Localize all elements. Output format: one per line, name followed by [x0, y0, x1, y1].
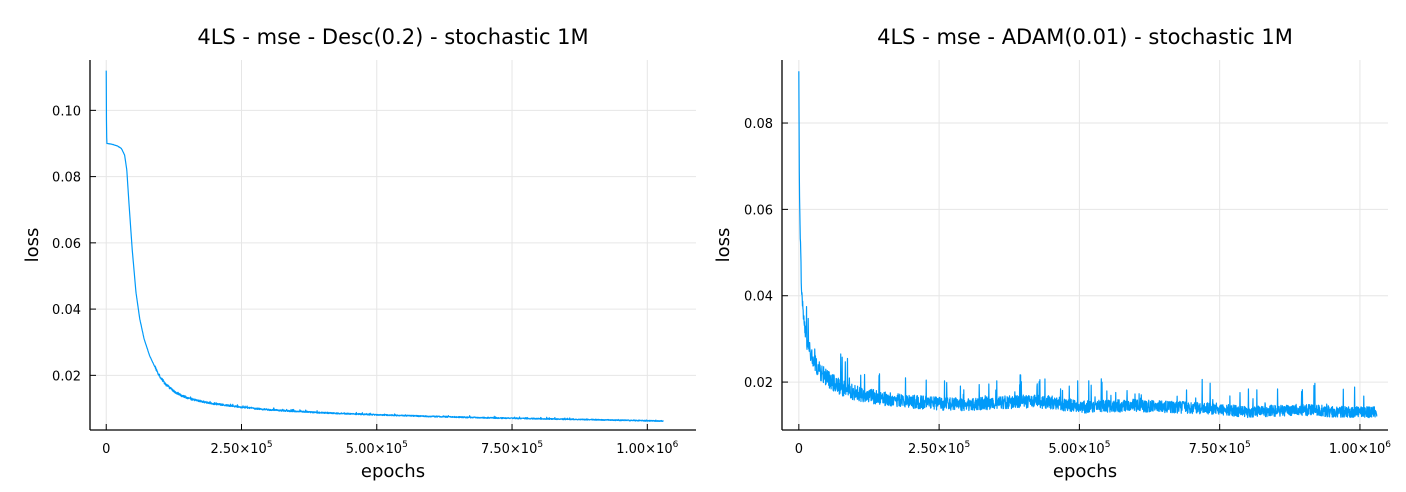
series-group [798, 71, 1378, 419]
x-tick-label: 1.00×106 [1329, 440, 1391, 457]
x-tick-label: 5.00×105 [346, 440, 408, 457]
chart-title: 4LS - mse - ADAM(0.01) - stochastic 1M [877, 25, 1293, 49]
y-axis-label: loss [713, 228, 734, 263]
series-line-loss [798, 71, 1378, 419]
y-tick-label: 0.04 [744, 290, 773, 305]
y-tick-label: 0.06 [52, 237, 81, 252]
y-tick-label: 0.10 [52, 104, 81, 119]
x-axis-label: epochs [361, 461, 425, 482]
x-tick-label: 0 [102, 442, 110, 457]
tick-labels: 0 2.50×105 5.00×105 7.50×105 1.00×106 0.02 0.0… [52, 104, 679, 457]
axes [89, 60, 696, 431]
series-line-loss [105, 70, 664, 423]
x-axis-label: epochs [1053, 461, 1117, 482]
y-axis-label: loss [22, 228, 43, 263]
x-tick-label: 7.50×105 [481, 440, 543, 457]
series-group [105, 70, 664, 423]
grid [90, 60, 696, 430]
y-tick-label: 0.08 [52, 171, 81, 186]
grid [782, 60, 1388, 430]
y-tick-label: 0.04 [52, 303, 81, 318]
chart-title: 4LS - mse - Desc(0.2) - stochastic 1M [197, 25, 588, 49]
subplot-adam: 4LS - mse - ADAM(0.01) - stochastic 1M 0… [713, 25, 1391, 482]
subplot-desc: 4LS - mse - Desc(0.2) - stochastic 1M 0 2… [22, 25, 696, 482]
x-tick-label: 2.50×105 [210, 440, 272, 457]
x-tick-label: 5.00×105 [1048, 440, 1110, 457]
y-tick-label: 0.02 [744, 376, 773, 391]
y-tick-label: 0.06 [744, 203, 773, 218]
x-tick-label: 1.00×106 [616, 440, 678, 457]
axes [781, 60, 1388, 431]
x-tick-label: 0 [795, 442, 803, 457]
tick-labels: 0 2.50×105 5.00×105 7.50×105 1.00×106 0.02 0.0… [744, 117, 1391, 457]
y-tick-label: 0.02 [52, 369, 81, 384]
y-tick-label: 0.08 [744, 117, 773, 132]
x-tick-label: 2.50×105 [908, 440, 970, 457]
x-tick-label: 7.50×105 [1189, 440, 1251, 457]
